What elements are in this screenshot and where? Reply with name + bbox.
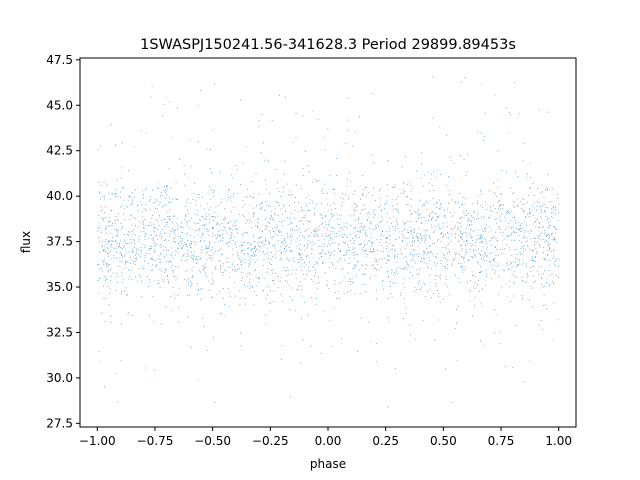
x-tick-label: 1.00 <box>545 434 572 448</box>
y-axis-label: flux <box>19 231 33 253</box>
x-tick-label: −1.00 <box>79 434 116 448</box>
scatter-points <box>97 76 560 408</box>
y-tick-label: 47.5 <box>46 53 73 67</box>
y-axis: 27.5 30.0 32.5 35.0 37.5 40.0 42.5 45.0 47.5 <box>46 53 80 430</box>
x-tick-label: −0.75 <box>137 434 174 448</box>
y-tick-label: 30.0 <box>46 371 73 385</box>
y-tick-label: 27.5 <box>46 416 73 430</box>
x-tick-label: 0.00 <box>315 434 342 448</box>
y-tick-label: 45.0 <box>46 98 73 112</box>
x-tick-label: 0.25 <box>372 434 399 448</box>
y-tick-label: 35.0 <box>46 280 73 294</box>
y-tick-label: 42.5 <box>46 144 73 158</box>
y-tick-label: 40.0 <box>46 189 73 203</box>
x-tick-label: −0.50 <box>194 434 231 448</box>
chart-title: 1SWASPJ150241.56-341628.3 Period 29899.8… <box>140 37 516 53</box>
y-tick-label: 32.5 <box>46 325 73 339</box>
x-axis-label: phase <box>310 457 346 471</box>
x-tick-label: 0.50 <box>430 434 457 448</box>
data-point-cloud <box>97 76 560 408</box>
x-tick-label: −0.25 <box>252 434 289 448</box>
y-tick-label: 37.5 <box>46 235 73 249</box>
x-tick-label: 0.75 <box>488 434 515 448</box>
x-axis: −1.00 −0.75 −0.50 −0.25 0.00 0.25 0.50 0.75 1.00 <box>79 427 572 448</box>
